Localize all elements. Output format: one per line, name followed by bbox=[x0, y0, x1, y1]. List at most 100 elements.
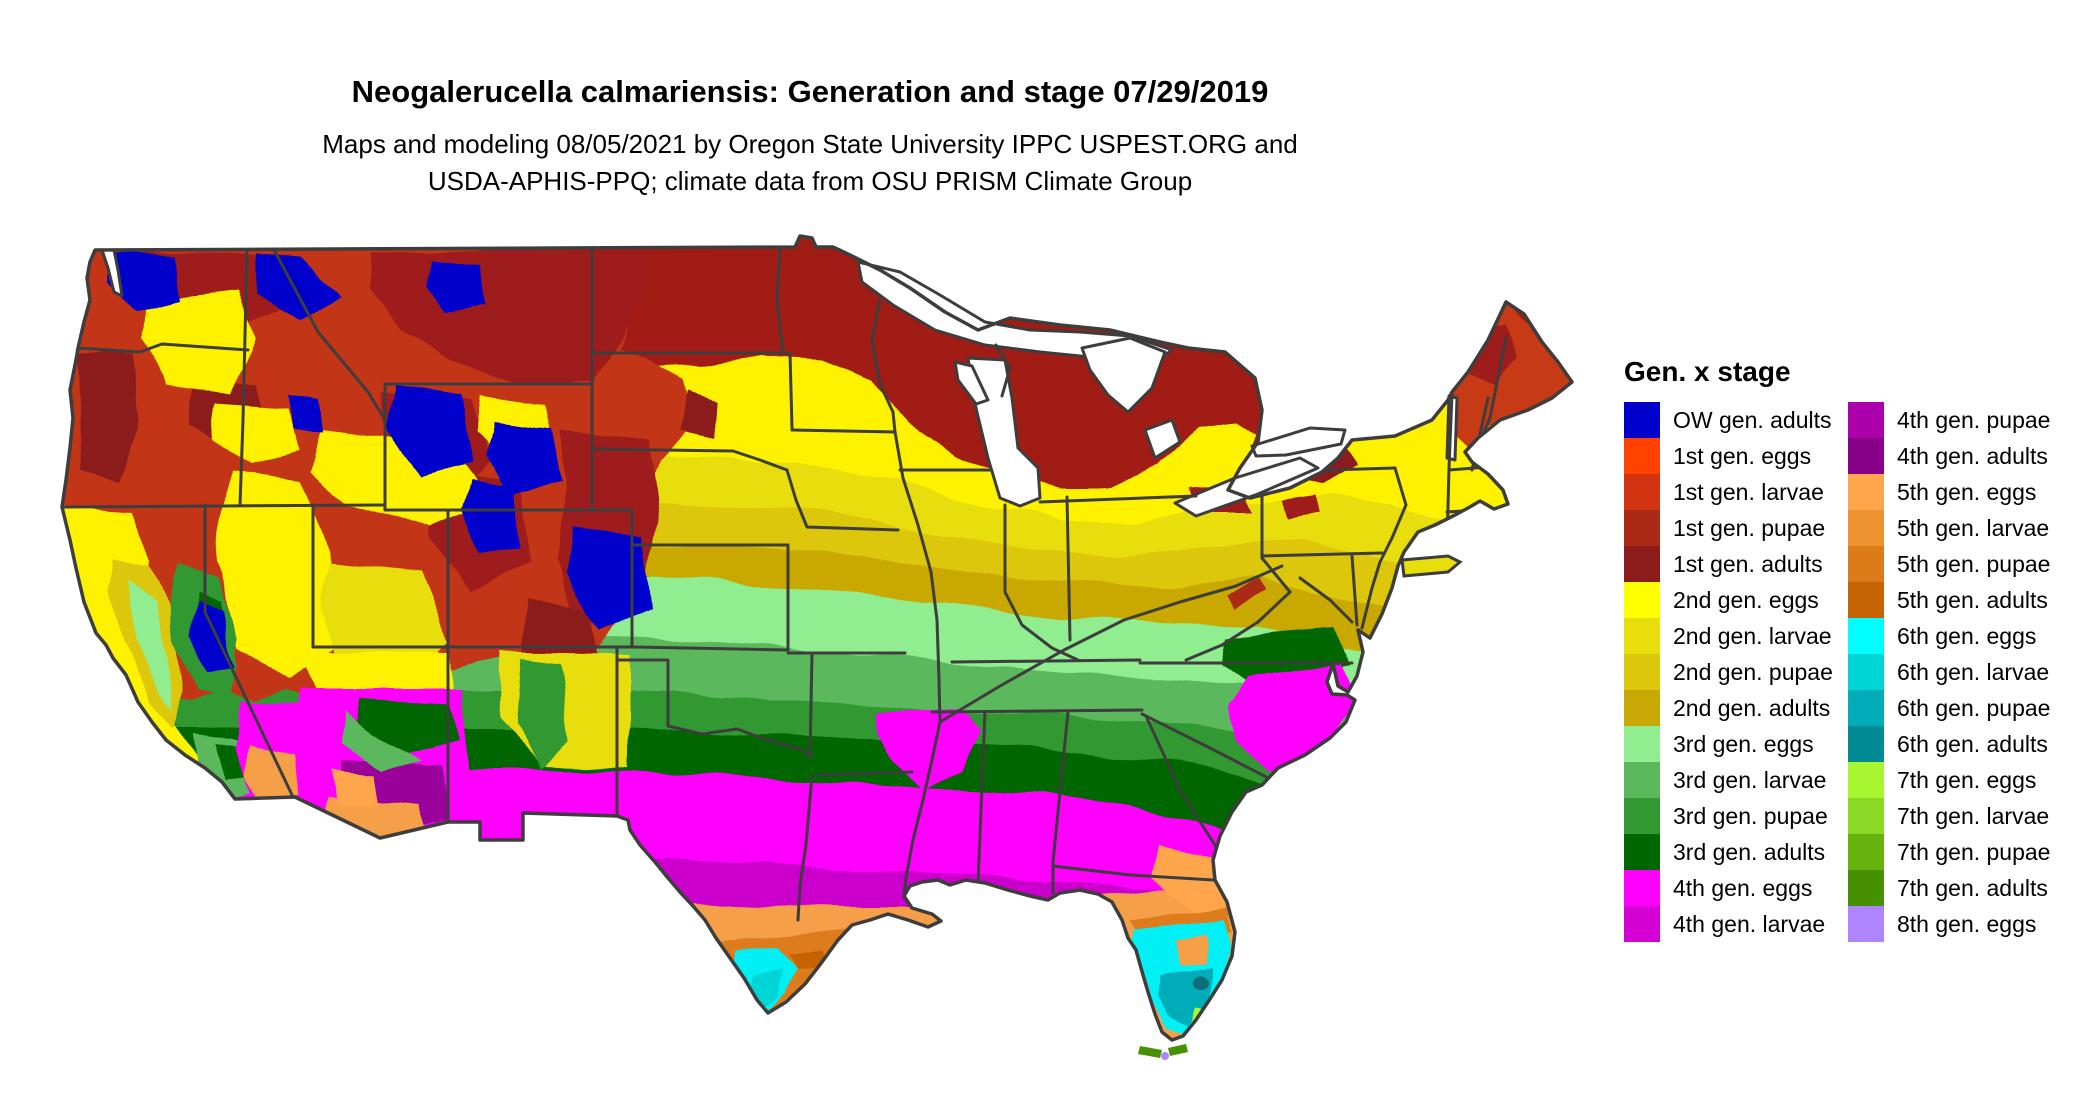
legend-label: 5th gen. eggs bbox=[1897, 478, 2037, 505]
legend-swatch bbox=[1848, 726, 1884, 762]
legend-row: 5th gen. eggs bbox=[1848, 474, 2072, 510]
legend-label: OW gen. adults bbox=[1673, 406, 1832, 433]
legend-row: 6th gen. pupae bbox=[1848, 690, 2072, 726]
legend-label: 2nd gen. pupae bbox=[1673, 658, 1833, 685]
legend-column-left: OW gen. adults 1st gen. eggs 1st gen. larv… bbox=[1624, 402, 1848, 942]
legend-swatch bbox=[1848, 870, 1884, 906]
legend-row: 5th gen. pupae bbox=[1848, 546, 2072, 582]
legend-label: 6th gen. eggs bbox=[1897, 622, 2037, 649]
legend-label: 3rd gen. eggs bbox=[1673, 730, 1814, 757]
map-title: Neogalerucella calmariensis: Generation … bbox=[351, 74, 1269, 109]
legend-label: 3rd gen. adults bbox=[1673, 838, 1826, 865]
legend-swatch bbox=[1624, 474, 1660, 510]
legend-swatch bbox=[1624, 762, 1660, 798]
legend-label: 2nd gen. eggs bbox=[1673, 586, 1819, 613]
legend-row: 4th gen. larvae bbox=[1624, 906, 1848, 942]
legend-label: 3rd gen. pupae bbox=[1673, 802, 1828, 829]
legend-label: 6th gen. larvae bbox=[1897, 658, 2050, 685]
legend-row: 1st gen. adults bbox=[1624, 546, 1848, 582]
legend-row: 3rd gen. adults bbox=[1624, 834, 1848, 870]
legend-row: 6th gen. eggs bbox=[1848, 618, 2072, 654]
legend-row: 1st gen. pupae bbox=[1624, 510, 1848, 546]
legend-label: 6th gen. pupae bbox=[1897, 694, 2051, 721]
legend-label: 6th gen. adults bbox=[1897, 730, 2048, 757]
legend-swatch bbox=[1848, 798, 1884, 834]
legend-label: 5th gen. larvae bbox=[1897, 514, 2050, 541]
legend-row: 7th gen. eggs bbox=[1848, 762, 2072, 798]
legend-swatch bbox=[1848, 510, 1884, 546]
patch-group-south-florida bbox=[1132, 920, 1232, 1035]
legend-swatch bbox=[1848, 906, 1884, 942]
legend-swatch bbox=[1624, 798, 1660, 834]
us-outline bbox=[60, 234, 1574, 1042]
state-borders bbox=[62, 245, 1508, 922]
legend-row: 3rd gen. larvae bbox=[1624, 762, 1848, 798]
legend-row: 4th gen. pupae bbox=[1848, 402, 2072, 438]
legend-swatch bbox=[1848, 654, 1884, 690]
legend-label: 3rd gen. larvae bbox=[1673, 766, 1827, 793]
legend-swatch bbox=[1848, 690, 1884, 726]
legend-row: 2nd gen. pupae bbox=[1624, 654, 1848, 690]
legend-label: 7th gen. pupae bbox=[1897, 838, 2051, 865]
legend-row: 3rd gen. pupae bbox=[1624, 798, 1848, 834]
legend-label: 7th gen. adults bbox=[1897, 874, 2048, 901]
legend-label: 4th gen. larvae bbox=[1673, 910, 1826, 937]
legend-swatch bbox=[1848, 762, 1884, 798]
legend-row: 6th gen. larvae bbox=[1848, 654, 2072, 690]
legend-row: 8th gen. eggs bbox=[1848, 906, 2072, 942]
legend-row: 4th gen. adults bbox=[1848, 438, 2072, 474]
legend-swatch bbox=[1624, 690, 1660, 726]
legend-row: 2nd gen. eggs bbox=[1624, 582, 1848, 618]
legend-row: 7th gen. adults bbox=[1848, 870, 2072, 906]
long-island bbox=[1400, 554, 1463, 578]
legend-swatch bbox=[1848, 438, 1884, 474]
legend-row: 4th gen. eggs bbox=[1624, 870, 1848, 906]
phenology-raster bbox=[62, 236, 1572, 1040]
legend-row: 2nd gen. larvae bbox=[1624, 618, 1848, 654]
legend-swatch bbox=[1848, 402, 1884, 438]
legend-swatch bbox=[1624, 726, 1660, 762]
map-subtitle-line1: Maps and modeling 08/05/2021 by Oregon S… bbox=[322, 129, 1298, 159]
legend-swatch bbox=[1624, 546, 1660, 582]
legend-swatch bbox=[1624, 582, 1660, 618]
legend-row: 2nd gen. adults bbox=[1624, 690, 1848, 726]
legend-label: 4th gen. pupae bbox=[1897, 406, 2051, 433]
legend-swatch bbox=[1624, 906, 1660, 942]
legend: Gen. x stage OW gen. adults 1st gen. eggs… bbox=[1624, 356, 2098, 942]
legend-swatch bbox=[1624, 438, 1660, 474]
lake-ontario bbox=[1250, 426, 1347, 458]
legend-label: 1st gen. pupae bbox=[1673, 514, 1826, 541]
legend-label: 5th gen. adults bbox=[1897, 586, 2048, 613]
legend-label: 5th gen. pupae bbox=[1897, 550, 2051, 577]
legend-label: 7th gen. larvae bbox=[1897, 802, 2050, 829]
legend-label: 1st gen. adults bbox=[1673, 550, 1823, 577]
legend-swatch bbox=[1624, 618, 1660, 654]
band-5th-gen bbox=[62, 888, 1572, 1040]
legend-column-right: 4th gen. pupae 4th gen. adults 5th gen. eg… bbox=[1848, 402, 2072, 942]
map-subtitle-line2: USDA-APHIS-PPQ; climate data from OSU PR… bbox=[427, 166, 1193, 196]
legend-swatch bbox=[1624, 870, 1660, 906]
legend-swatch bbox=[1624, 510, 1660, 546]
legend-row: 5th gen. adults bbox=[1848, 582, 2072, 618]
legend-label: 2nd gen. larvae bbox=[1673, 622, 1832, 649]
patch-group-ow-adults-blue bbox=[108, 252, 650, 672]
legend-swatch bbox=[1624, 834, 1660, 870]
legend-row: 1st gen. eggs bbox=[1624, 438, 1848, 474]
florida-keys bbox=[1138, 1044, 1188, 1060]
band-4th-gen-larvae bbox=[62, 852, 1572, 1040]
legend-label: 8th gen. eggs bbox=[1897, 910, 2037, 937]
legend-row: 5th gen. larvae bbox=[1848, 510, 2072, 546]
map-subtitle: Maps and modeling 08/05/2021 by Oregon S… bbox=[0, 126, 1620, 200]
legend-row: 7th gen. pupae bbox=[1848, 834, 2072, 870]
legend-swatch bbox=[1624, 402, 1660, 438]
legend-label: 1st gen. eggs bbox=[1673, 442, 1812, 469]
saginaw-bay bbox=[1143, 418, 1182, 460]
legend-row: OW gen. adults bbox=[1624, 402, 1848, 438]
legend-swatch bbox=[1848, 834, 1884, 870]
legend-label: 4th gen. eggs bbox=[1673, 874, 1813, 901]
legend-swatch bbox=[1848, 474, 1884, 510]
legend-row: 1st gen. larvae bbox=[1624, 474, 1848, 510]
legend-label: 1st gen. larvae bbox=[1673, 478, 1824, 505]
legend-columns: OW gen. adults 1st gen. eggs 1st gen. larv… bbox=[1624, 402, 2098, 942]
